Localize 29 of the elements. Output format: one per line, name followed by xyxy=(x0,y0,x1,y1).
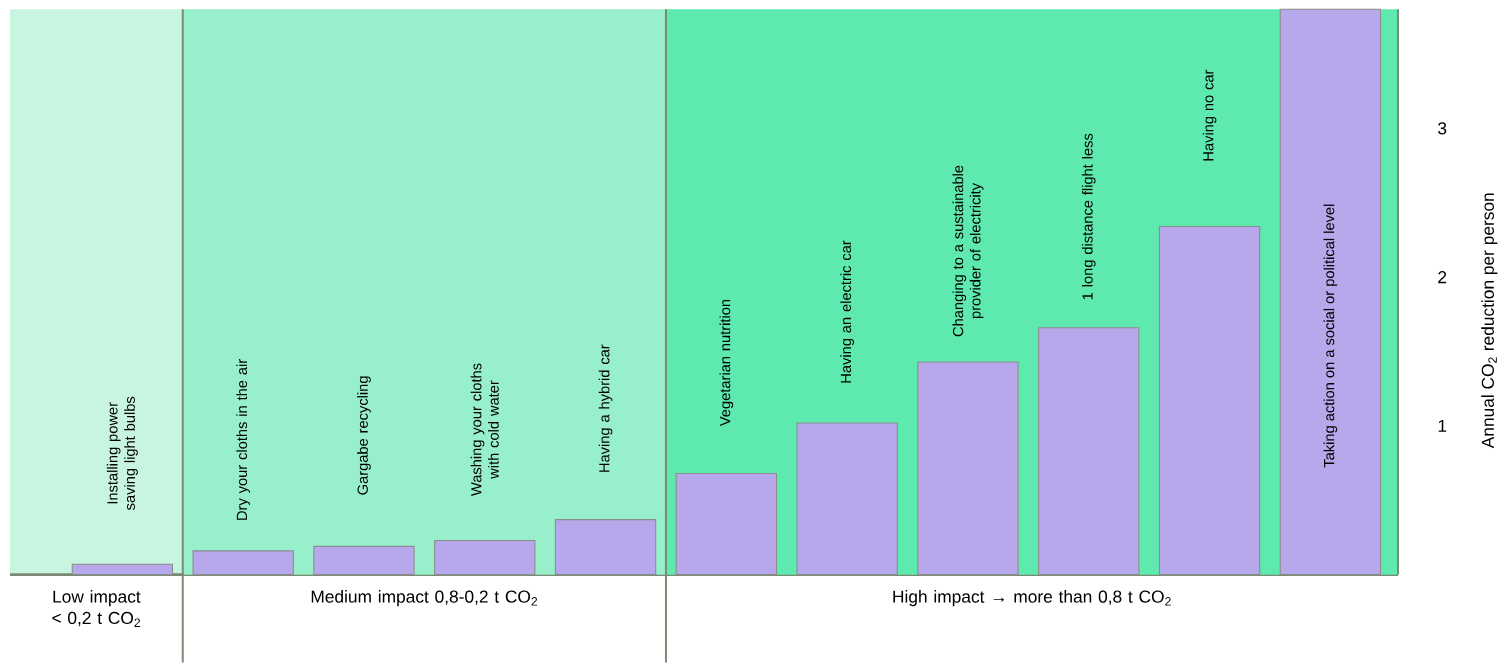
x-tick-label: Having a hybrid car xyxy=(598,344,613,473)
x-tick-label: Vegetarian nutrition xyxy=(719,300,734,427)
x-tick-label: Changing to a sustainable provider of electricity xyxy=(952,165,984,337)
x-tick-label: Washing your cloths with cold water xyxy=(470,363,499,497)
x-tick-label: Having an electric car xyxy=(840,240,854,383)
y-tick-label: 2 xyxy=(1438,271,1447,284)
bar xyxy=(71,563,174,576)
text: Low impact < 0,2 t CO$_{2}$ xyxy=(52,590,141,628)
x-tick-label: 1 long distance flight less xyxy=(1081,133,1096,300)
bar xyxy=(675,473,778,576)
bar xyxy=(1279,8,1382,576)
bar xyxy=(1158,226,1261,576)
x-tick-label: Having no car xyxy=(1202,69,1217,161)
bar xyxy=(917,361,1019,576)
bar xyxy=(554,519,657,576)
bar xyxy=(192,550,294,576)
x-tick-label: Taking action on a social or political level xyxy=(1323,204,1338,468)
bar xyxy=(434,540,536,576)
bar xyxy=(1038,327,1140,576)
x-tick-label: Gargabe recycling xyxy=(357,376,371,495)
y-axis-title: Annual CO$_{2}$ reduction per person xyxy=(1481,193,1498,449)
bar xyxy=(796,422,898,576)
y-tick-label: 3 xyxy=(1438,122,1447,135)
x-tick-label: Installing power saving light bulbs xyxy=(106,396,138,511)
y-tick-label: 1 xyxy=(1438,420,1447,433)
bar xyxy=(313,546,415,576)
x-tick-label: Dry your cloths in the air xyxy=(236,359,250,520)
band-label: Medium impact 0,8-0,2 t CO$_{2}$ xyxy=(311,590,538,607)
band-label: High impact → more than 0,8 t CO$_{2}$ xyxy=(893,590,1171,607)
